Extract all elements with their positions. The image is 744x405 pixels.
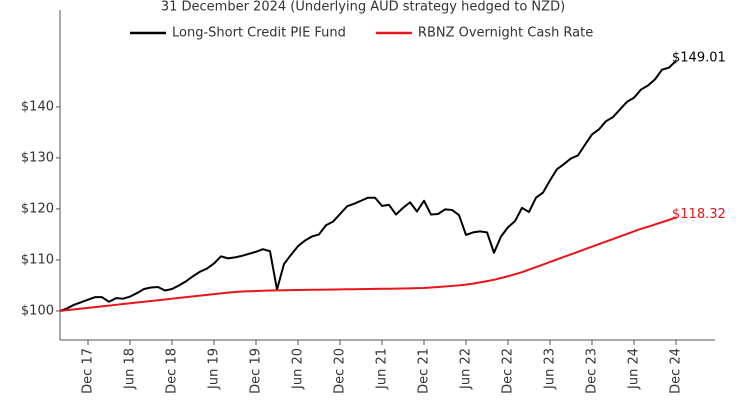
x-tick-label: Dec 19 bbox=[249, 348, 264, 394]
x-tick-label: Dec 24 bbox=[669, 348, 684, 394]
y-tick-label: $120 bbox=[21, 201, 54, 216]
x-tick-label: Dec 17 bbox=[81, 348, 96, 394]
legend-label: RBNZ Overnight Cash Rate bbox=[418, 26, 593, 41]
x-tick-label: Jun 20 bbox=[291, 348, 306, 390]
chart-title: 31 December 2024 (Underlying AUD strateg… bbox=[161, 0, 565, 15]
y-tick-label: $100 bbox=[21, 303, 54, 318]
x-tick-label: Jun 19 bbox=[207, 348, 222, 390]
y-tick-label: $110 bbox=[21, 252, 54, 267]
x-tick-label: Jun 23 bbox=[543, 348, 558, 390]
end-label: $118.32 bbox=[672, 207, 726, 222]
x-tick-label: Dec 22 bbox=[501, 348, 516, 394]
x-tick-label: Jun 22 bbox=[459, 348, 474, 390]
x-tick-label: Dec 23 bbox=[585, 348, 600, 394]
x-tick-label: Dec 20 bbox=[333, 348, 348, 394]
y-tick-label: $130 bbox=[21, 150, 54, 165]
x-tick-label: Jun 18 bbox=[123, 348, 138, 390]
legend-label: Long-Short Credit PIE Fund bbox=[172, 26, 346, 41]
x-tick-label: Jun 21 bbox=[375, 348, 390, 390]
y-tick-label: $140 bbox=[21, 99, 54, 114]
x-tick-label: Dec 18 bbox=[165, 348, 180, 394]
x-tick-label: Dec 21 bbox=[417, 348, 432, 394]
end-label: $149.01 bbox=[672, 50, 726, 65]
series-line bbox=[59, 60, 677, 312]
x-tick-label: Jun 24 bbox=[627, 348, 642, 390]
series-line bbox=[59, 216, 677, 312]
